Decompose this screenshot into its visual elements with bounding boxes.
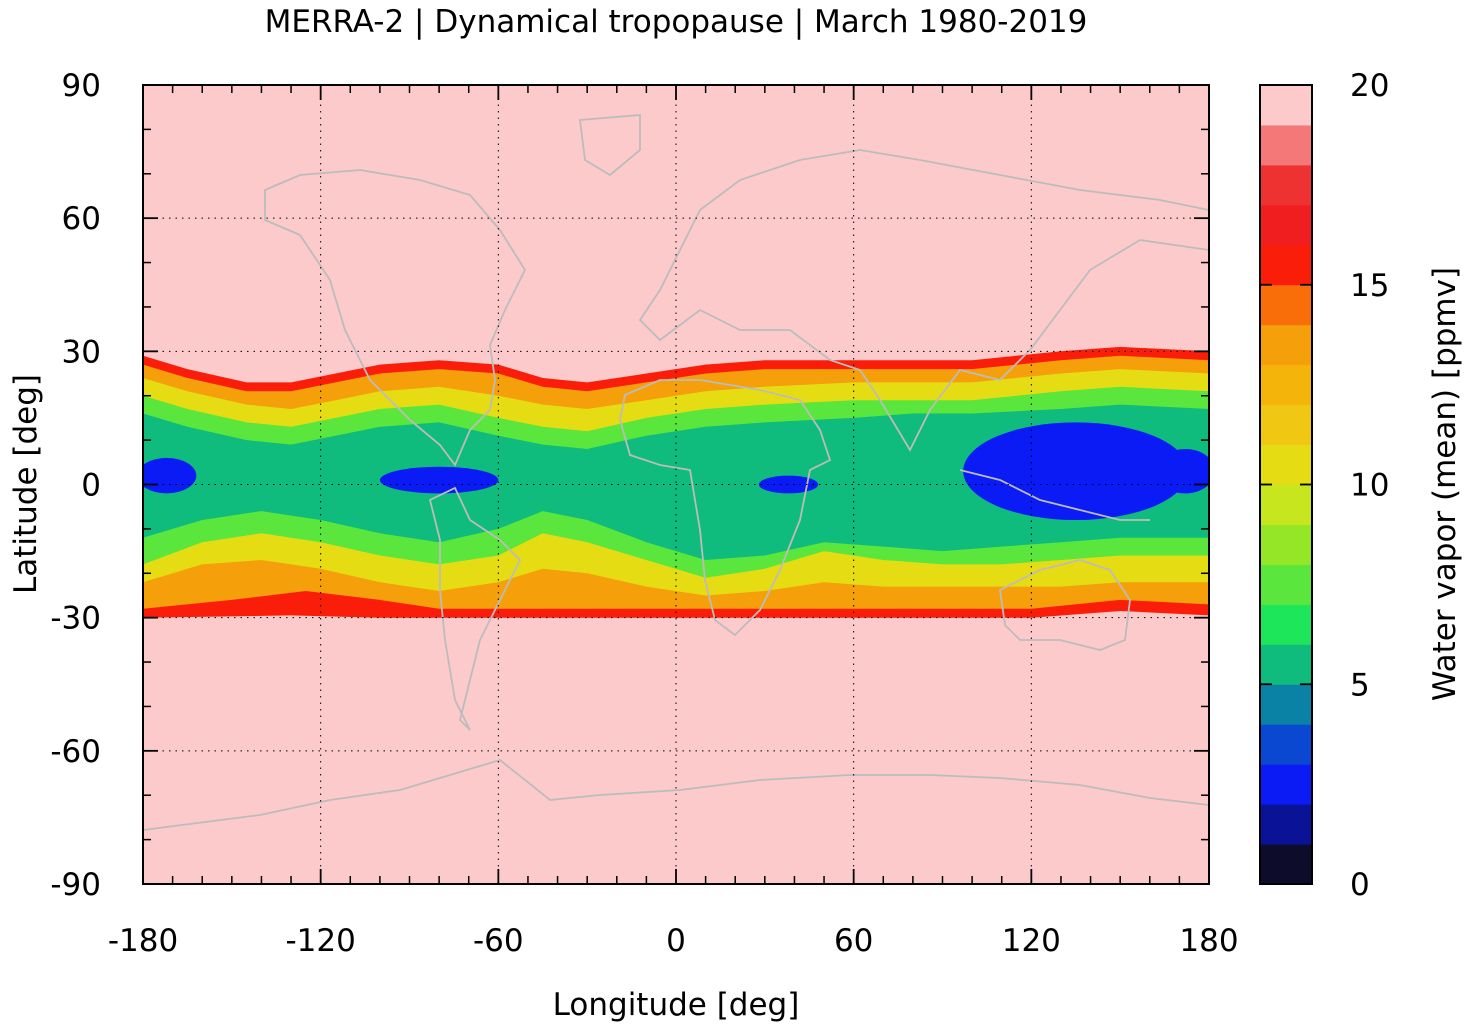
colorbar-swatch-2 <box>1260 764 1312 805</box>
colorbar-tick-label: 10 <box>1350 468 1389 504</box>
colorbar-swatch-12 <box>1260 364 1312 406</box>
colorbar-swatch-16 <box>1260 204 1312 246</box>
minor-ticks <box>143 85 1209 884</box>
colorbar-swatch-19 <box>1260 85 1312 126</box>
colorbar-swatch-9 <box>1260 484 1312 525</box>
chart-title: MERRA-2 | Dynamical tropopause | March 1… <box>265 4 1088 40</box>
x-tick-labels: -180 -120 -60 0 60 120 180 <box>108 923 1239 959</box>
colorbar-swatch-13 <box>1260 324 1312 366</box>
colorbar-swatch-7 <box>1260 564 1312 605</box>
x-tick-label: -120 <box>285 923 355 959</box>
colorbar-swatch-10 <box>1260 444 1312 485</box>
y-tick-label: -90 <box>50 867 101 903</box>
colorbar-tick-labels: 20 15 10 5 0 <box>1350 68 1389 903</box>
x-tick-label: 0 <box>666 923 686 959</box>
colorbar <box>1260 85 1312 885</box>
colorbar-swatch-17 <box>1260 164 1312 206</box>
colorbar-swatch-14 <box>1260 284 1312 326</box>
minimum-patch-3 <box>963 422 1189 521</box>
colorbar-swatch-5 <box>1260 644 1312 685</box>
y-tick-label: 90 <box>62 68 101 104</box>
x-tick-label: -180 <box>108 923 178 959</box>
y-tick-label: 60 <box>62 201 101 237</box>
minimum-patch-1 <box>379 466 499 494</box>
minimum-patch-4 <box>1155 448 1209 494</box>
colorbar-swatch-1 <box>1260 804 1312 845</box>
major-ticks <box>142 84 1210 885</box>
y-tick-label: -30 <box>50 601 101 637</box>
x-tick-label: 60 <box>834 923 873 959</box>
minimum-patch-2 <box>758 475 819 494</box>
colorbar-swatch-0 <box>1260 844 1312 885</box>
colorbar-swatch-8 <box>1260 524 1312 565</box>
y-tick-label: -60 <box>50 734 101 770</box>
colorbar-swatch-4 <box>1260 684 1312 725</box>
x-tick-label: -60 <box>473 923 524 959</box>
y-tick-labels: 90 60 30 0 -30 -60 -90 <box>50 68 101 903</box>
minimum-patch-0 <box>143 457 197 494</box>
y-tick-label: 30 <box>62 334 101 370</box>
y-axis-label: Latitude [deg] <box>8 374 44 594</box>
x-tick-label: 120 <box>1002 923 1061 959</box>
colorbar-label: Water vapor (mean) [ppmv] <box>1427 267 1463 701</box>
colorbar-swatch-11 <box>1260 404 1312 446</box>
colorbar-swatch-15 <box>1260 244 1312 286</box>
colorbar-swatch-18 <box>1260 124 1312 166</box>
x-tick-label: 180 <box>1179 923 1238 959</box>
y-tick-label: 0 <box>81 468 101 504</box>
colorbar-tick-label: 5 <box>1350 667 1370 703</box>
coastlines <box>143 114 1209 831</box>
colorbar-swatch-6 <box>1260 604 1312 645</box>
colorbar-tick-label: 20 <box>1350 68 1389 104</box>
colorbar-swatch-3 <box>1260 724 1312 765</box>
grid-lines <box>143 85 1209 884</box>
colorbar-ticks <box>1260 84 1312 885</box>
x-axis-label: Longitude [deg] <box>553 987 800 1023</box>
colorbar-tick-label: 0 <box>1350 867 1370 903</box>
colorbar-tick-label: 15 <box>1350 268 1389 304</box>
